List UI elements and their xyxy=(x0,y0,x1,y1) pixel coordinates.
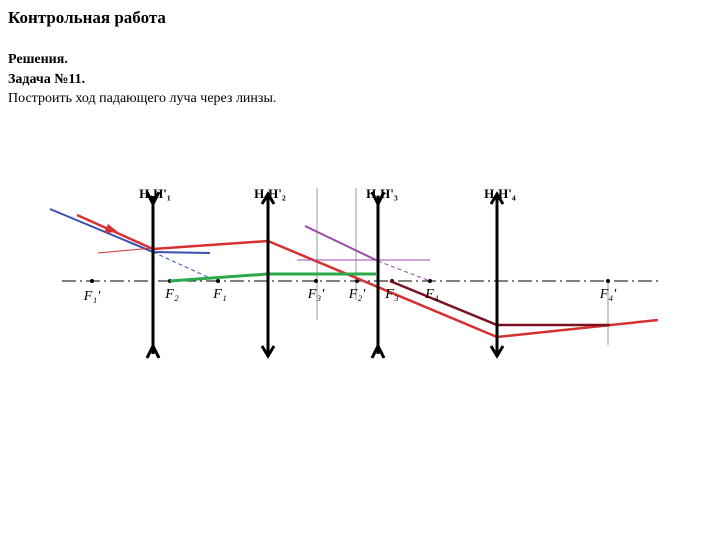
lens-label: H₃H'₃ xyxy=(366,186,398,201)
lens-label: H₁H'₁ xyxy=(139,186,171,201)
task-text: Построить ход падающего луча через линзы… xyxy=(8,91,277,106)
task: Задача №11. xyxy=(8,72,86,87)
focus-label: F₁ xyxy=(212,287,226,302)
focus-label: F₃' xyxy=(307,287,325,302)
focus-label: F₃ xyxy=(384,287,399,302)
lenses xyxy=(145,191,505,359)
lens-label: H₂H'₂ xyxy=(254,186,286,201)
rays xyxy=(49,208,659,339)
focus-label: F₂' xyxy=(348,287,366,302)
focus-label: F₄ xyxy=(424,287,439,302)
subtitle: Решения. xyxy=(8,52,68,67)
focus-label: F₁' xyxy=(83,289,101,304)
title: Контрольная работа xyxy=(8,8,166,27)
lens-label: H₄H'₄ xyxy=(484,186,516,201)
focus-label: F₄' xyxy=(599,287,617,302)
focus-label: F₂ xyxy=(164,287,179,302)
